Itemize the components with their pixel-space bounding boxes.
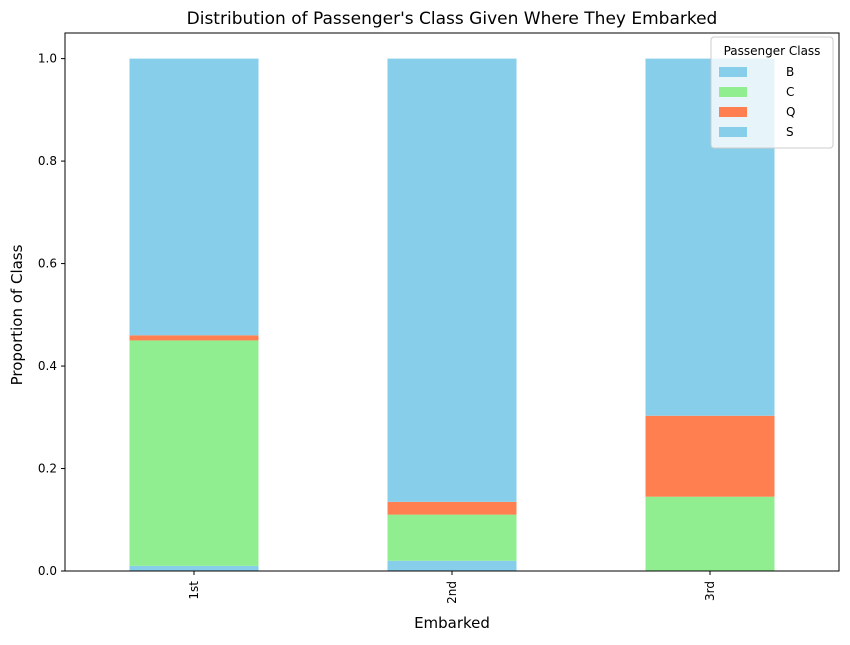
x-axis-label: Embarked bbox=[414, 614, 490, 632]
legend-frame bbox=[710, 36, 834, 149]
bar-Q-1st bbox=[129, 335, 259, 341]
bars-layer bbox=[129, 58, 775, 571]
legend-swatch-C bbox=[719, 87, 747, 97]
bar-C-1st bbox=[129, 340, 259, 566]
legend-swatch-B bbox=[719, 67, 747, 77]
x-tick-label-1st: 1st bbox=[187, 581, 201, 600]
x-tick-label-2nd: 2nd bbox=[445, 581, 459, 604]
legend-label-Q: Q bbox=[786, 105, 795, 119]
bar-B-2nd bbox=[387, 560, 517, 571]
legend-label-S: S bbox=[786, 125, 794, 139]
legend-swatch-S bbox=[719, 127, 747, 137]
y-tick-label-0.4: 0.4 bbox=[38, 359, 57, 373]
axes-layer: 0.0 0.2 0.4 0.6 0.8 1.0 1st 2nd 3rd bbox=[38, 32, 840, 604]
y-tick-label-1.0: 1.0 bbox=[38, 52, 57, 66]
bar-Q-3rd bbox=[645, 415, 775, 497]
legend-title: Passenger Class bbox=[724, 44, 821, 58]
bar-C-2nd bbox=[387, 514, 517, 561]
bar-C-3rd bbox=[645, 496, 775, 571]
bar-B-1st bbox=[129, 565, 259, 571]
y-tick-label-0.0: 0.0 bbox=[38, 564, 57, 578]
bar-S-2nd bbox=[387, 58, 517, 502]
bar-Q-2nd bbox=[387, 501, 517, 515]
bar-S-1st bbox=[129, 58, 259, 336]
y-tick-label-0.6: 0.6 bbox=[38, 257, 57, 271]
legend-label-B: B bbox=[786, 65, 794, 79]
y-tick-label-0.8: 0.8 bbox=[38, 154, 57, 168]
x-tick-label-3rd: 3rd bbox=[703, 581, 717, 601]
y-tick-label-0.2: 0.2 bbox=[38, 462, 57, 476]
y-axis-label: Proportion of Class bbox=[8, 244, 26, 385]
chart-title: Distribution of Passenger's Class Given … bbox=[187, 9, 718, 29]
legend-label-C: C bbox=[786, 85, 794, 99]
legend-swatch-Q bbox=[719, 107, 747, 117]
